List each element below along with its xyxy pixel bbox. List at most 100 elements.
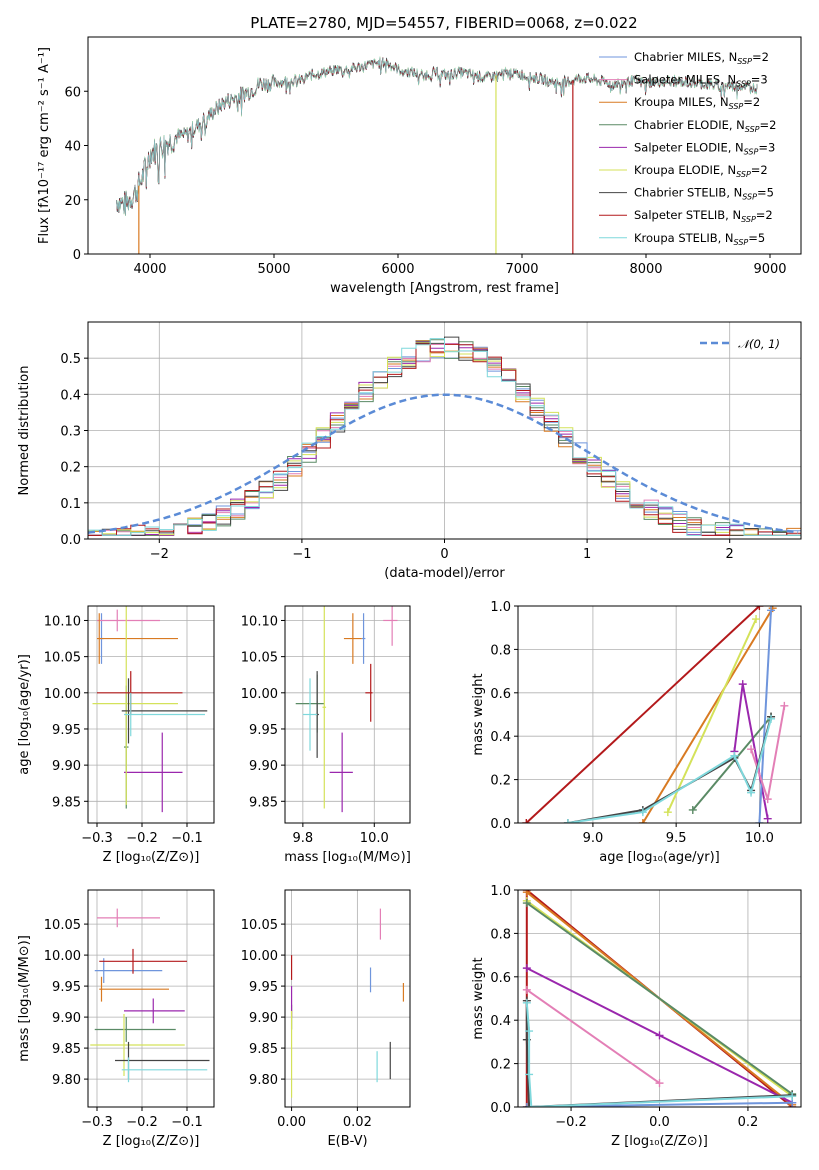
x-tick-label: −0.2 [555,1115,587,1130]
legend-label: Salpeter STELIB, NSSP=2 [634,208,773,224]
y-tick-label: 0.4 [60,388,81,403]
y-tick-label: 10.00 [44,949,81,964]
chart-mass-vs-Z: −0.3 −0.2 −0.1 9.80 9.85 9.90 9.95 10.00 10.05 Z … [17,889,215,1149]
y-tick-label: 9.90 [52,759,81,774]
data-point [767,714,776,723]
plot-area [522,606,789,823]
y-axis-label: mass [log₁₀(M/M⊙)] [17,935,32,1062]
series-line [526,988,661,1084]
x-tick-label: 0.00 [277,1115,306,1130]
y-tick-label: 9.85 [52,795,81,810]
y-tick-label: 0.6 [490,687,511,702]
data-point [763,814,772,823]
data-point [688,805,697,814]
legend-label: Chabrier STELIB, NSSP=5 [634,186,774,202]
y-tick-label: 0.3 [60,425,81,440]
x-tick-label: 0.2 [738,1115,759,1130]
y-tick-label: 10.05 [241,918,278,933]
x-axis-label: wavelength [Angstrom, rest frame] [330,281,559,296]
data-point [747,745,756,754]
x-tick-label: 10.0 [745,831,774,846]
data-point [522,899,531,908]
y-tick-label: 9.90 [249,1011,278,1026]
axes-frame [87,889,215,1108]
data-point [522,890,531,897]
x-axis-label: age [log₁₀(age/yr)] [599,850,720,865]
axes-frame [517,605,802,824]
y-tick-label: 9.95 [52,723,81,738]
plot-area [88,336,801,536]
x-tick-label: −0.3 [81,831,113,846]
legend-label: Chabrier MILES, NSSP=2 [634,50,769,66]
spectrum-series [116,56,758,217]
data-point [522,1103,531,1107]
y-tick-label: 10.00 [241,949,278,964]
x-tick-label: 5000 [257,262,290,277]
data-point [738,680,747,689]
data-point [780,701,789,710]
x-axis-label: (data-model)/error [384,566,505,581]
y-tick-label: 0.0 [60,533,81,548]
chart-spectrum: Chabrier MILES, NSSP=2 Salpeter MILES, NS… [37,36,802,296]
y-tick-label: 0 [73,248,81,263]
data-point [527,1103,536,1107]
data-point [655,1031,664,1040]
plot-area [290,908,405,1098]
chart-panels: Chabrier MILES, NSSP=2 Salpeter MILES, NS… [17,36,802,1149]
normal-curve [88,393,799,534]
y-axis-label: Flux [fλ10⁻¹⁷ erg cm⁻² s⁻¹ A⁻¹] [37,47,52,244]
y-tick-label: 10.05 [44,651,81,666]
x-axis-label: Z [log₁₀(Z/Z⊙)] [103,850,200,865]
y-tick-label: 0.0 [490,1101,511,1116]
y-tick-label: 9.80 [52,1073,81,1088]
x-tick-label: 6000 [381,262,414,277]
y-tick-label: 0.2 [490,1058,511,1073]
data-point [638,819,647,823]
y-tick-label: 0.1 [60,497,81,512]
data-point [763,795,772,804]
y-tick-label: 0.6 [490,971,511,986]
data-point [638,808,647,817]
y-tick-label: 0.4 [490,730,511,745]
x-axis-label: mass [log₁₀(M/M⊙)] [284,850,411,865]
y-tick-label: 10.05 [44,918,81,933]
y-tick-label: 9.90 [249,759,278,774]
y-tick-label: 10.10 [44,614,81,629]
data-point [755,606,764,610]
data-point [663,808,672,817]
plot-area [90,908,210,1083]
x-tick-label: 2 [726,547,734,562]
plot-area [522,890,797,1107]
data-point [525,1027,534,1036]
axes-frame [284,889,411,1108]
data-point [525,1103,534,1107]
x-tick-label: 9000 [753,262,786,277]
x-tick-label: −0.1 [171,831,203,846]
y-tick-label: 0.4 [490,1014,511,1029]
chart-age-vs-Z: −0.3 −0.2 −0.1 9.85 9.90 9.95 10.00 10.05 10.10 Z… [17,605,215,865]
x-tick-label: 7000 [505,262,538,277]
x-tick-label: −0.3 [81,1115,113,1130]
chart-mass-vs-EBV: 0.00 0.02 9.80 9.85 9.90 9.95 10.00 10.05 E(B-V) [241,889,411,1149]
legend-label: Kroupa ELODIE, NSSP=2 [634,163,768,179]
plot-area [295,606,398,813]
y-tick-label: 0.8 [490,643,511,658]
x-tick-label: 9.8 [293,831,314,846]
series-line [526,902,793,1095]
x-tick-label: −0.2 [126,831,158,846]
x-axis-label: Z [log₁₀(Z/Z⊙)] [611,1134,708,1149]
y-tick-label: 10.00 [241,687,278,702]
data-point [752,615,761,624]
legend-label: Kroupa STELIB, NSSP=5 [634,231,765,247]
x-axis-label: E(B-V) [327,1134,367,1149]
y-tick-label: 9.95 [249,723,278,738]
y-tick-label: 10.05 [241,651,278,666]
axes-frame [87,605,215,824]
plot-area [116,56,758,254]
data-point [522,998,531,1007]
series-line [525,606,761,823]
histogram-series [88,342,801,536]
chart-residual-histogram: 𝒩(0, 1) −2 −1 0 1 2 0.0 0.1 0.2 0.3 0.4 0.5 (data-mo… [17,321,802,581]
y-axis-label: age [log₁₀(age/yr)] [17,654,32,775]
legend-label: Salpeter MILES, NSSP=3 [634,73,768,89]
